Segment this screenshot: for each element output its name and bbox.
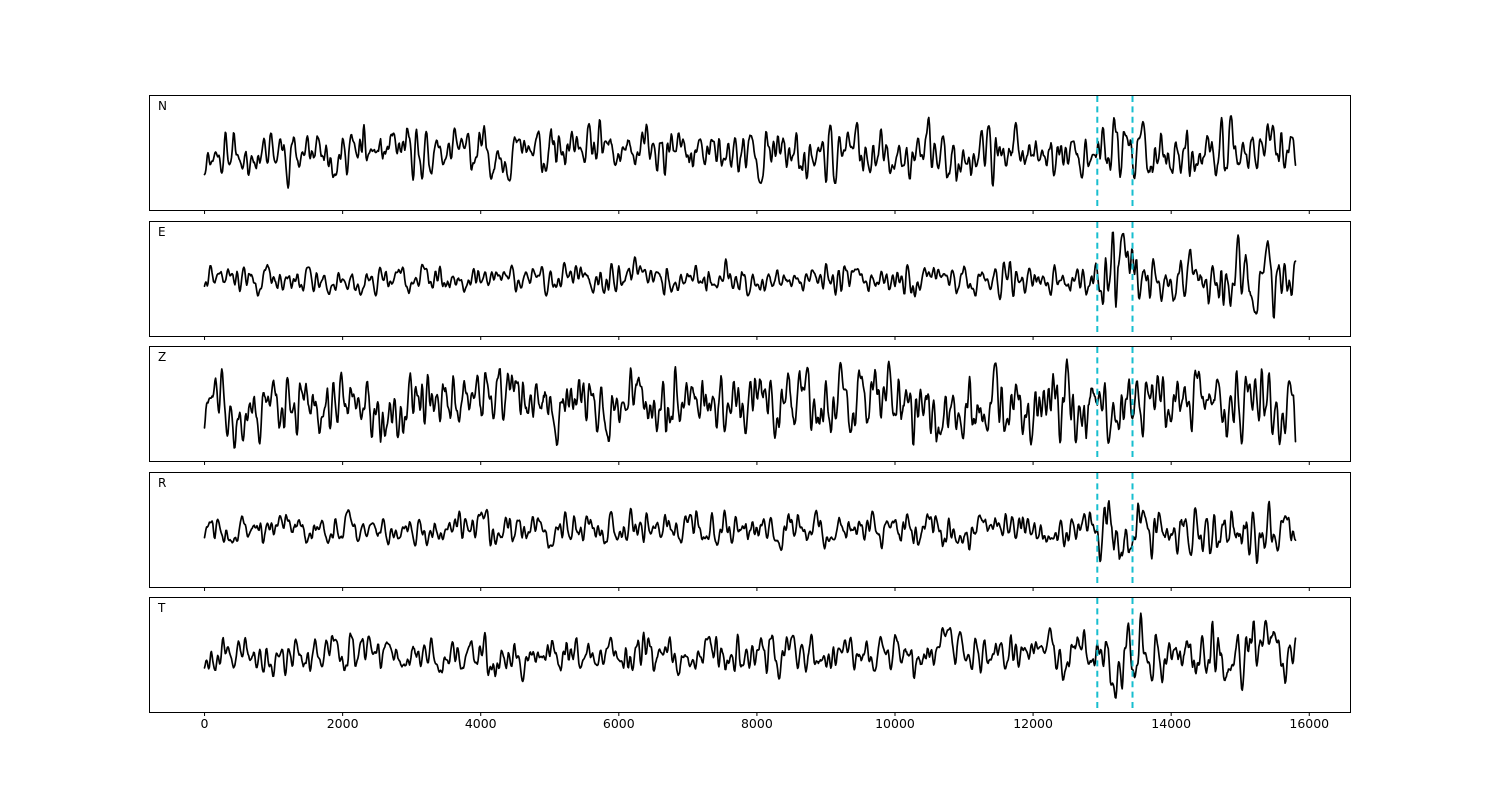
x-tick-label-2000: 2000 xyxy=(326,716,359,731)
trace-e xyxy=(203,231,1297,319)
trace-r xyxy=(203,500,1297,565)
panel-label-t: T xyxy=(158,601,166,615)
waveform-plot-n xyxy=(203,96,1310,214)
panel-label-n: N xyxy=(158,99,167,113)
trace-z xyxy=(203,358,1297,449)
waveform-plot-z xyxy=(203,347,1310,465)
x-tick-label-4000: 4000 xyxy=(464,716,497,731)
x-tick-label-12000: 12000 xyxy=(1013,716,1053,731)
panel-label-z: Z xyxy=(158,350,167,364)
panel-n: N xyxy=(149,95,1351,214)
x-tick-label-10000: 10000 xyxy=(875,716,915,731)
panel-t: T xyxy=(149,597,1351,716)
x-tick-label-8000: 8000 xyxy=(740,716,773,731)
x-tick-label-16000: 16000 xyxy=(1289,716,1330,731)
trace-t xyxy=(203,612,1297,699)
trace-n xyxy=(203,115,1297,189)
x-tick-label-0: 0 xyxy=(200,716,209,731)
x-tick-label-6000: 6000 xyxy=(602,716,635,731)
panel-r: R xyxy=(149,472,1351,591)
panel-label-e: E xyxy=(158,225,166,239)
waveform-plot-t xyxy=(203,598,1310,716)
panel-e: E xyxy=(149,221,1351,340)
waveform-plot-e xyxy=(203,222,1310,340)
panel-z: Z xyxy=(149,346,1351,465)
x-tick-label-14000: 14000 xyxy=(1151,716,1192,731)
waveform-plot-r xyxy=(203,473,1310,591)
panel-label-r: R xyxy=(158,476,167,490)
